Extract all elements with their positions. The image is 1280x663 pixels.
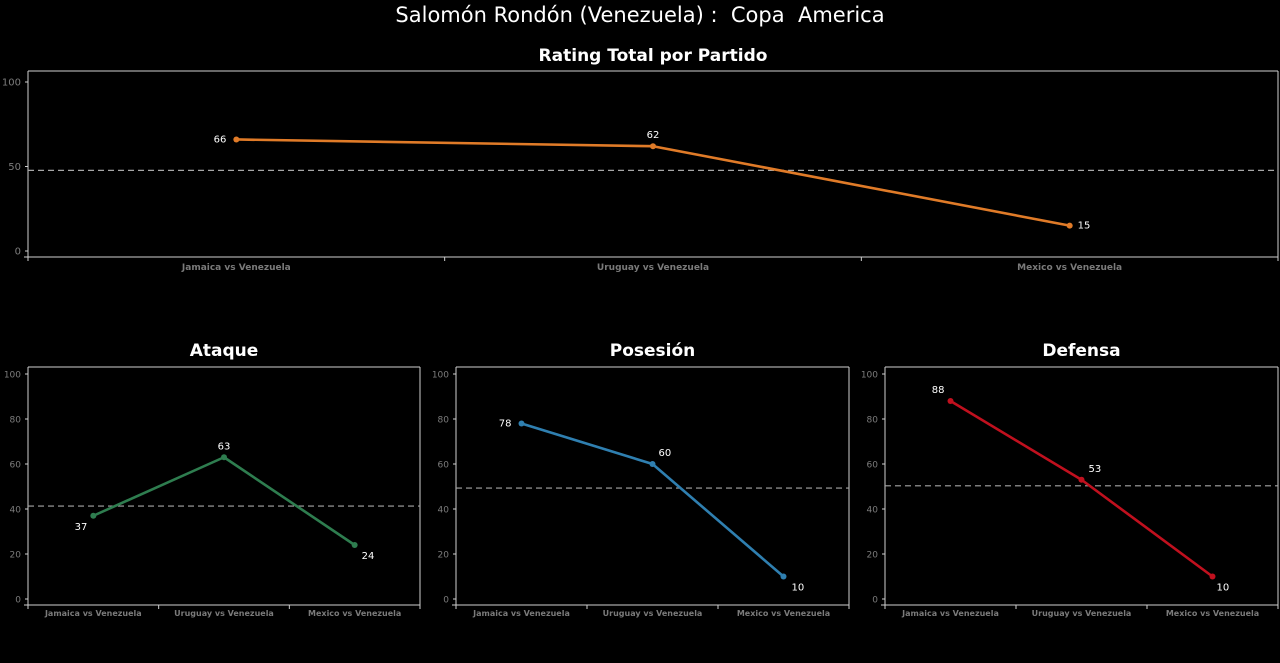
defensa-series-line (949, 399, 1214, 578)
posesion-category-label: Jamaica vs Venezuela (472, 609, 570, 618)
total-series-line (236, 138, 1070, 227)
posesion-data-point (780, 573, 787, 580)
total-y-tick-label: 100 (2, 78, 21, 89)
total-y-tick-label: 0 (15, 247, 21, 258)
total-y-tick-label: 50 (8, 162, 21, 173)
posesion-category-label: Mexico vs Venezuela (737, 609, 830, 618)
ataque-data-label: 63 (218, 441, 231, 452)
defensa-y-tick-label: 0 (872, 596, 878, 606)
ataque-data-label: 24 (362, 551, 375, 562)
posesion-y-tick-label: 0 (443, 596, 449, 606)
posesion-data-label: 78 (499, 419, 512, 430)
defensa-y-tick-label: 80 (867, 416, 879, 426)
posesion-y-tick-label: 100 (432, 371, 449, 381)
ataque-data-label: 37 (75, 522, 88, 533)
ataque-y-tick-label: 100 (4, 371, 21, 381)
defensa-title: Defensa (1042, 341, 1120, 361)
defensa-data-label: 88 (932, 385, 945, 396)
total-data-point (1066, 222, 1073, 229)
posesion-data-label: 60 (659, 448, 672, 459)
total-category-label: Mexico vs Venezuela (1017, 263, 1122, 273)
posesion-category-label: Uruguay vs Venezuela (603, 609, 703, 618)
defensa-data-point (1209, 573, 1216, 580)
defensa-y-tick-label: 100 (861, 371, 878, 381)
ataque-series-line (92, 455, 356, 547)
posesion-y-tick-label: 40 (438, 506, 450, 516)
defensa-data-label: 10 (1217, 583, 1230, 594)
ataque-data-point (221, 454, 227, 461)
ataque-y-tick-label: 0 (15, 596, 21, 606)
posesion-y-tick-label: 20 (438, 551, 450, 561)
total-data-label: 15 (1078, 221, 1091, 232)
ataque-category-label: Mexico vs Venezuela (308, 609, 401, 618)
defensa-data-point (947, 398, 954, 404)
posesion-y-tick-label: 60 (438, 461, 450, 471)
ataque-data-point (90, 512, 97, 519)
defensa-data-label: 53 (1089, 464, 1102, 475)
defensa-y-tick-label: 40 (867, 506, 879, 516)
total-data-label: 66 (214, 134, 227, 145)
total-data-label: 62 (647, 130, 660, 141)
ataque-category-label: Uruguay vs Venezuela (174, 609, 274, 618)
defensa-y-tick-label: 60 (867, 461, 879, 471)
ataque-title: Ataque (190, 341, 259, 361)
total-title: Rating Total por Partido (539, 46, 768, 66)
defensa-category-label: Uruguay vs Venezuela (1032, 609, 1132, 618)
total-category-label: Uruguay vs Venezuela (597, 263, 709, 273)
posesion-data-point (649, 461, 656, 467)
ataque-y-tick-label: 60 (10, 461, 22, 471)
ataque-y-tick-label: 40 (10, 506, 22, 516)
page-title: Salomón Rondón (Venezuela) : Copa Americ… (395, 3, 885, 27)
ataque-y-tick-label: 20 (10, 551, 22, 561)
total-data-point (650, 143, 656, 150)
defensa-y-tick-label: 20 (867, 551, 879, 561)
posesion-y-tick-label: 80 (438, 416, 450, 426)
ataque-category-label: Jamaica vs Venezuela (44, 609, 142, 618)
total-category-label: Jamaica vs Venezuela (181, 263, 291, 273)
defensa-data-point (1078, 476, 1085, 483)
posesion-data-point (518, 420, 525, 427)
posesion-title: Posesión (610, 341, 696, 361)
defensa-category-label: Jamaica vs Venezuela (901, 609, 999, 618)
posesion-data-label: 10 (792, 583, 805, 594)
total-data-point (233, 136, 240, 143)
posesion-series-line (521, 422, 785, 578)
ataque-y-tick-label: 80 (10, 416, 22, 426)
defensa-category-label: Mexico vs Venezuela (1166, 609, 1259, 618)
ataque-data-point (351, 542, 358, 548)
